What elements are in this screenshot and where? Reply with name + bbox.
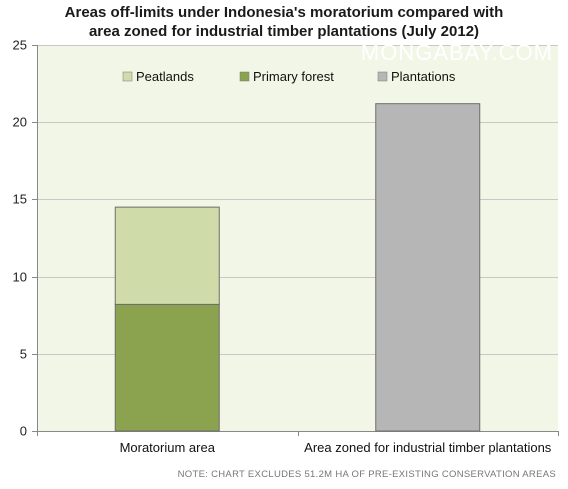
x-category-label-1: Area zoned for industrial timber plantat…	[304, 440, 552, 455]
chart-title-line-2: area zoned for industrial timber plantat…	[88, 23, 480, 40]
chart-note: NOTE: CHART EXCLUDES 51.2M HA OF PRE-EXI…	[177, 469, 556, 480]
y-tick-label-5: 5	[20, 347, 27, 362]
x-category-label-0: Moratorium area	[120, 440, 216, 455]
bar-plantations-1	[375, 103, 481, 432]
legend-swatch-primary-forest	[239, 71, 250, 82]
legend-label-primary-forest: Primary forest	[253, 69, 334, 84]
y-tick-label-20: 20	[13, 115, 27, 130]
legend-swatch-plantations	[377, 71, 388, 82]
chart-title: Areas off-limits under Indonesia's morat…	[0, 3, 568, 41]
chart-title-line-1: Areas off-limits under Indonesia's morat…	[64, 4, 504, 21]
bar-peatlands-0	[114, 206, 220, 305]
watermark-text: MONGABAY.COM	[361, 40, 553, 65]
y-tick-label-15: 15	[13, 192, 27, 207]
legend-swatch-peatlands	[122, 71, 133, 82]
y-tick-label-10: 10	[13, 270, 27, 285]
y-tick-label-0: 0	[20, 424, 27, 439]
legend-label-plantations: Plantations	[391, 69, 456, 84]
y-tick-label-25: 25	[13, 38, 27, 53]
legend-label-peatlands: Peatlands	[136, 69, 194, 84]
bar-primary-forest-0	[114, 303, 220, 432]
